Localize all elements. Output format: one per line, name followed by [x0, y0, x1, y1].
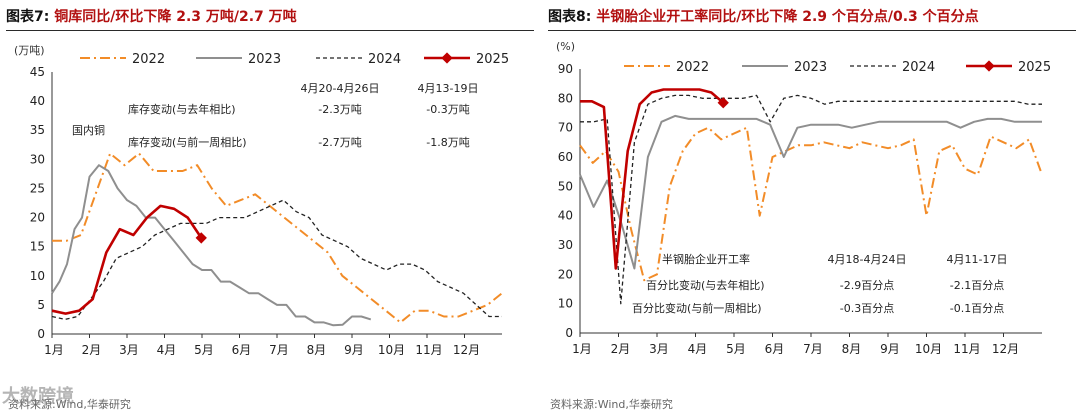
annotation-value: -2.9百分点 [840, 279, 894, 292]
y-tick-label: 30 [30, 152, 45, 166]
y-tick-label: 90 [558, 62, 573, 76]
title-text-left: 铜库同比/环比下降 2.3 万吨/2.7 万吨 [54, 9, 297, 25]
x-tick-label: 9月 [880, 342, 900, 356]
series-line-2025 [51, 204, 203, 315]
x-tick-label: 10月 [915, 342, 942, 356]
annotation-value: -0.3万吨 [426, 103, 469, 116]
chart-right-svg: (%) 0 10 20 30 40 50 60 70 80 90 1月 2月 3月 4月 5月 6月 7月 8月 9月… [556, 40, 1051, 356]
x-tick-label: 12月 [992, 342, 1019, 356]
x-tick-label: 5月 [726, 342, 746, 356]
legend-label-2024: 2024 [368, 52, 401, 67]
y-tick-label: 5 [37, 298, 45, 312]
series-line-2023 [579, 114, 1042, 270]
y-tick-label: 40 [558, 209, 573, 223]
figure-number-right: 图表8: [548, 9, 592, 25]
x-tick-label: 10月 [378, 343, 405, 357]
annotation-col-header: 4月20-4月26日 [301, 82, 380, 95]
annotation-value: -2.7万吨 [318, 136, 361, 149]
y-tick-label: 0 [37, 327, 45, 341]
annotation-value: -2.1百分点 [950, 279, 1004, 292]
x-tick-label: 3月 [119, 343, 139, 357]
annotation-row-desc: 百分比变动(与前一周相比) [632, 301, 762, 315]
legend-label-2025: 2025 [1018, 60, 1051, 75]
series-line-2025 [580, 88, 725, 270]
x-tick-label: 7月 [269, 343, 289, 357]
annotation-row-desc: 库存变动(与去年相比) [128, 102, 236, 116]
legend-label-2023: 2023 [248, 52, 281, 67]
series-line-2024 [51, 199, 502, 321]
y-tick-label: 0 [565, 326, 573, 340]
x-tick-label: 11月 [415, 343, 442, 357]
y-tick-label: 10 [558, 297, 573, 311]
y-tick-label: 50 [558, 179, 573, 193]
legend-marker-2025 [983, 60, 995, 72]
figure-number-left: 图表7: [6, 9, 50, 25]
legend-label-2023: 2023 [794, 60, 827, 75]
y-tick-label: 20 [30, 211, 45, 225]
y-tick-label: 25 [30, 181, 45, 195]
series-line-2022 [52, 152, 503, 324]
annotation-row-label: 半钢胎企业开工率 [662, 252, 750, 266]
series-line-2024 [580, 94, 1042, 305]
legend-marker-2025 [441, 52, 453, 64]
annotation-value: -2.3万吨 [318, 103, 361, 116]
x-tick-label: 7月 [803, 342, 823, 356]
annotation-row-desc: 库存变动(与前一周相比) [128, 135, 247, 149]
legend-label-2024: 2024 [902, 60, 935, 75]
chart-title-left: 图表7: 铜库同比/环比下降 2.3 万吨/2.7 万吨 [6, 6, 534, 31]
x-tick-label: 1月 [572, 342, 592, 356]
x-tick-label: 8月 [842, 342, 862, 356]
y-tick-label: 40 [30, 94, 45, 108]
legend-label-2022: 2022 [676, 60, 709, 75]
source-note-left: 资料来源:Wind,华泰研究 [8, 398, 131, 411]
x-tick-label: 6月 [765, 342, 785, 356]
title-text-right: 半钢胎企业开工率同比/环比下降 2.9 个百分点/0.3 个百分点 [596, 9, 979, 25]
x-tick-label: 9月 [344, 343, 364, 357]
x-tick-label: 2月 [611, 342, 631, 356]
x-tick-label: 1月 [44, 343, 64, 357]
y-tick-label: 35 [30, 123, 45, 137]
x-tick-label: 6月 [232, 343, 252, 357]
x-tick-label: 4月 [157, 343, 177, 357]
chart-panel-left: 图表7: 铜库同比/环比下降 2.3 万吨/2.7 万吨 (万吨) 0 5 10 15 2… [0, 0, 538, 417]
series-line-2023 [51, 164, 372, 327]
annotation-value: -1.8万吨 [426, 136, 469, 149]
y-tick-label: 10 [30, 269, 45, 283]
y-axis-unit: (%) [556, 40, 575, 53]
chart-panel-right: 图表8: 半钢胎企业开工率同比/环比下降 2.9 个百分点/0.3 个百分点 (… [542, 0, 1080, 417]
y-tick-label: 70 [558, 121, 573, 135]
y-tick-label: 30 [558, 238, 573, 252]
annotation-col-header: 4月11-17日 [947, 253, 1008, 266]
x-tick-label: 3月 [649, 342, 669, 356]
y-tick-label: 15 [30, 240, 45, 254]
source-note-right: 资料来源:Wind,华泰研究 [550, 398, 673, 411]
x-tick-label: 11月 [953, 342, 980, 356]
series-end-marker-2025 [717, 97, 729, 109]
legend-label-2022: 2022 [132, 52, 165, 67]
annotation-value: -0.3百分点 [840, 302, 894, 315]
annotation-col-header: 4月18-4月24日 [828, 253, 907, 266]
annotation-row-desc: 百分比变动(与去年相比) [646, 278, 765, 292]
series-line-2022 [579, 126, 1043, 282]
y-axis-unit: (万吨) [14, 44, 45, 57]
y-tick-label: 80 [558, 91, 573, 105]
watermark-text: 大数跨境 [2, 386, 74, 407]
y-tick-label: 20 [558, 267, 573, 281]
legend-label-2025: 2025 [476, 52, 509, 67]
y-tick-label: 60 [558, 150, 573, 164]
x-tick-label: 2月 [82, 343, 102, 357]
x-tick-label: 12月 [453, 343, 480, 357]
x-tick-label: 5月 [194, 343, 214, 357]
annotation-col-header: 4月13-19日 [418, 82, 479, 95]
x-tick-label: 4月 [688, 342, 708, 356]
x-tick-label: 8月 [307, 343, 327, 357]
annotation-row-label: 国内铜 [72, 123, 105, 137]
series-end-marker-2025 [195, 232, 207, 244]
y-tick-label: 45 [30, 65, 45, 79]
chart-title-right: 图表8: 半钢胎企业开工率同比/环比下降 2.9 个百分点/0.3 个百分点 [548, 6, 1076, 31]
annotation-value: -0.1百分点 [950, 302, 1004, 315]
